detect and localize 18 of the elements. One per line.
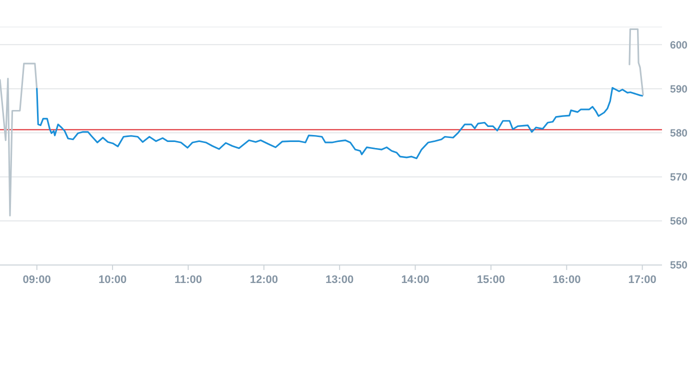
x-tick-label: 13:00 (326, 274, 354, 286)
line-series (36, 87, 644, 160)
x-tick-label: 12:00 (250, 274, 278, 286)
y-tick-label: 570 (670, 172, 688, 184)
x-tick-label: 17:00 (628, 274, 656, 286)
x-tick-label: 10:00 (98, 274, 127, 286)
y-tick-label: 550 (670, 260, 688, 272)
x-tick-label: 11:00 (174, 274, 202, 286)
x-tick-label: 09:00 (22, 274, 51, 286)
line-series (628, 28, 644, 96)
x-tick-label: 15:00 (476, 274, 506, 286)
y-tick-label: 560 (670, 216, 688, 228)
line-series (0, 62, 38, 216)
y-tick-label: 600 (670, 39, 688, 52)
y-tick-label: 590 (670, 83, 688, 96)
y-tick-label: 580 (670, 127, 688, 140)
x-tick-label: 16:00 (552, 274, 581, 286)
x-tick-label: 14:00 (401, 274, 430, 286)
